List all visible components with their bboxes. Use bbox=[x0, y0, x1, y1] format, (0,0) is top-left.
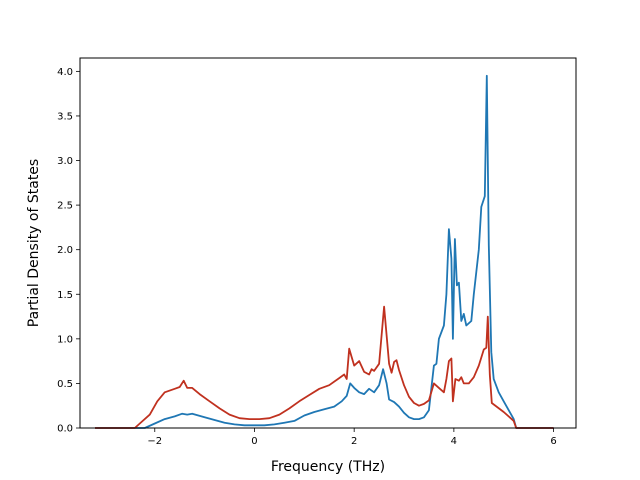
y-tick-label: 3.0 bbox=[57, 156, 73, 167]
y-tick-label: 4.0 bbox=[57, 67, 73, 78]
plot-background bbox=[80, 58, 576, 428]
y-axis: 0.0 0.5 1.0 1.5 2.0 2.5 3.0 3.5 4.0 bbox=[57, 67, 80, 435]
series-layer bbox=[95, 74, 554, 429]
y-axis-label: Partial Density of States bbox=[26, 159, 42, 327]
y-tick-label: 3.5 bbox=[57, 111, 73, 122]
x-tick-label: −2 bbox=[147, 436, 162, 447]
x-axis-label: Frequency (THz) bbox=[271, 459, 385, 475]
plot-frame bbox=[79, 57, 577, 429]
x-tick-label: 0 bbox=[251, 436, 257, 447]
y-tick-label: 1.5 bbox=[57, 290, 73, 301]
x-tick-label: 6 bbox=[550, 436, 556, 447]
y-tick-label: 2.5 bbox=[57, 201, 73, 212]
x-tick-label: 4 bbox=[451, 436, 457, 447]
y-tick-label: 0.5 bbox=[57, 379, 73, 390]
series-line-2 bbox=[95, 305, 554, 429]
y-tick-label: 1.0 bbox=[57, 334, 73, 345]
x-tick-label: 2 bbox=[351, 436, 357, 447]
y-tick-label: 2.0 bbox=[57, 245, 73, 256]
series-line-1 bbox=[95, 74, 554, 429]
y-tick-label: 0.0 bbox=[57, 424, 73, 435]
x-axis: −2 0 2 4 6 bbox=[147, 428, 557, 447]
